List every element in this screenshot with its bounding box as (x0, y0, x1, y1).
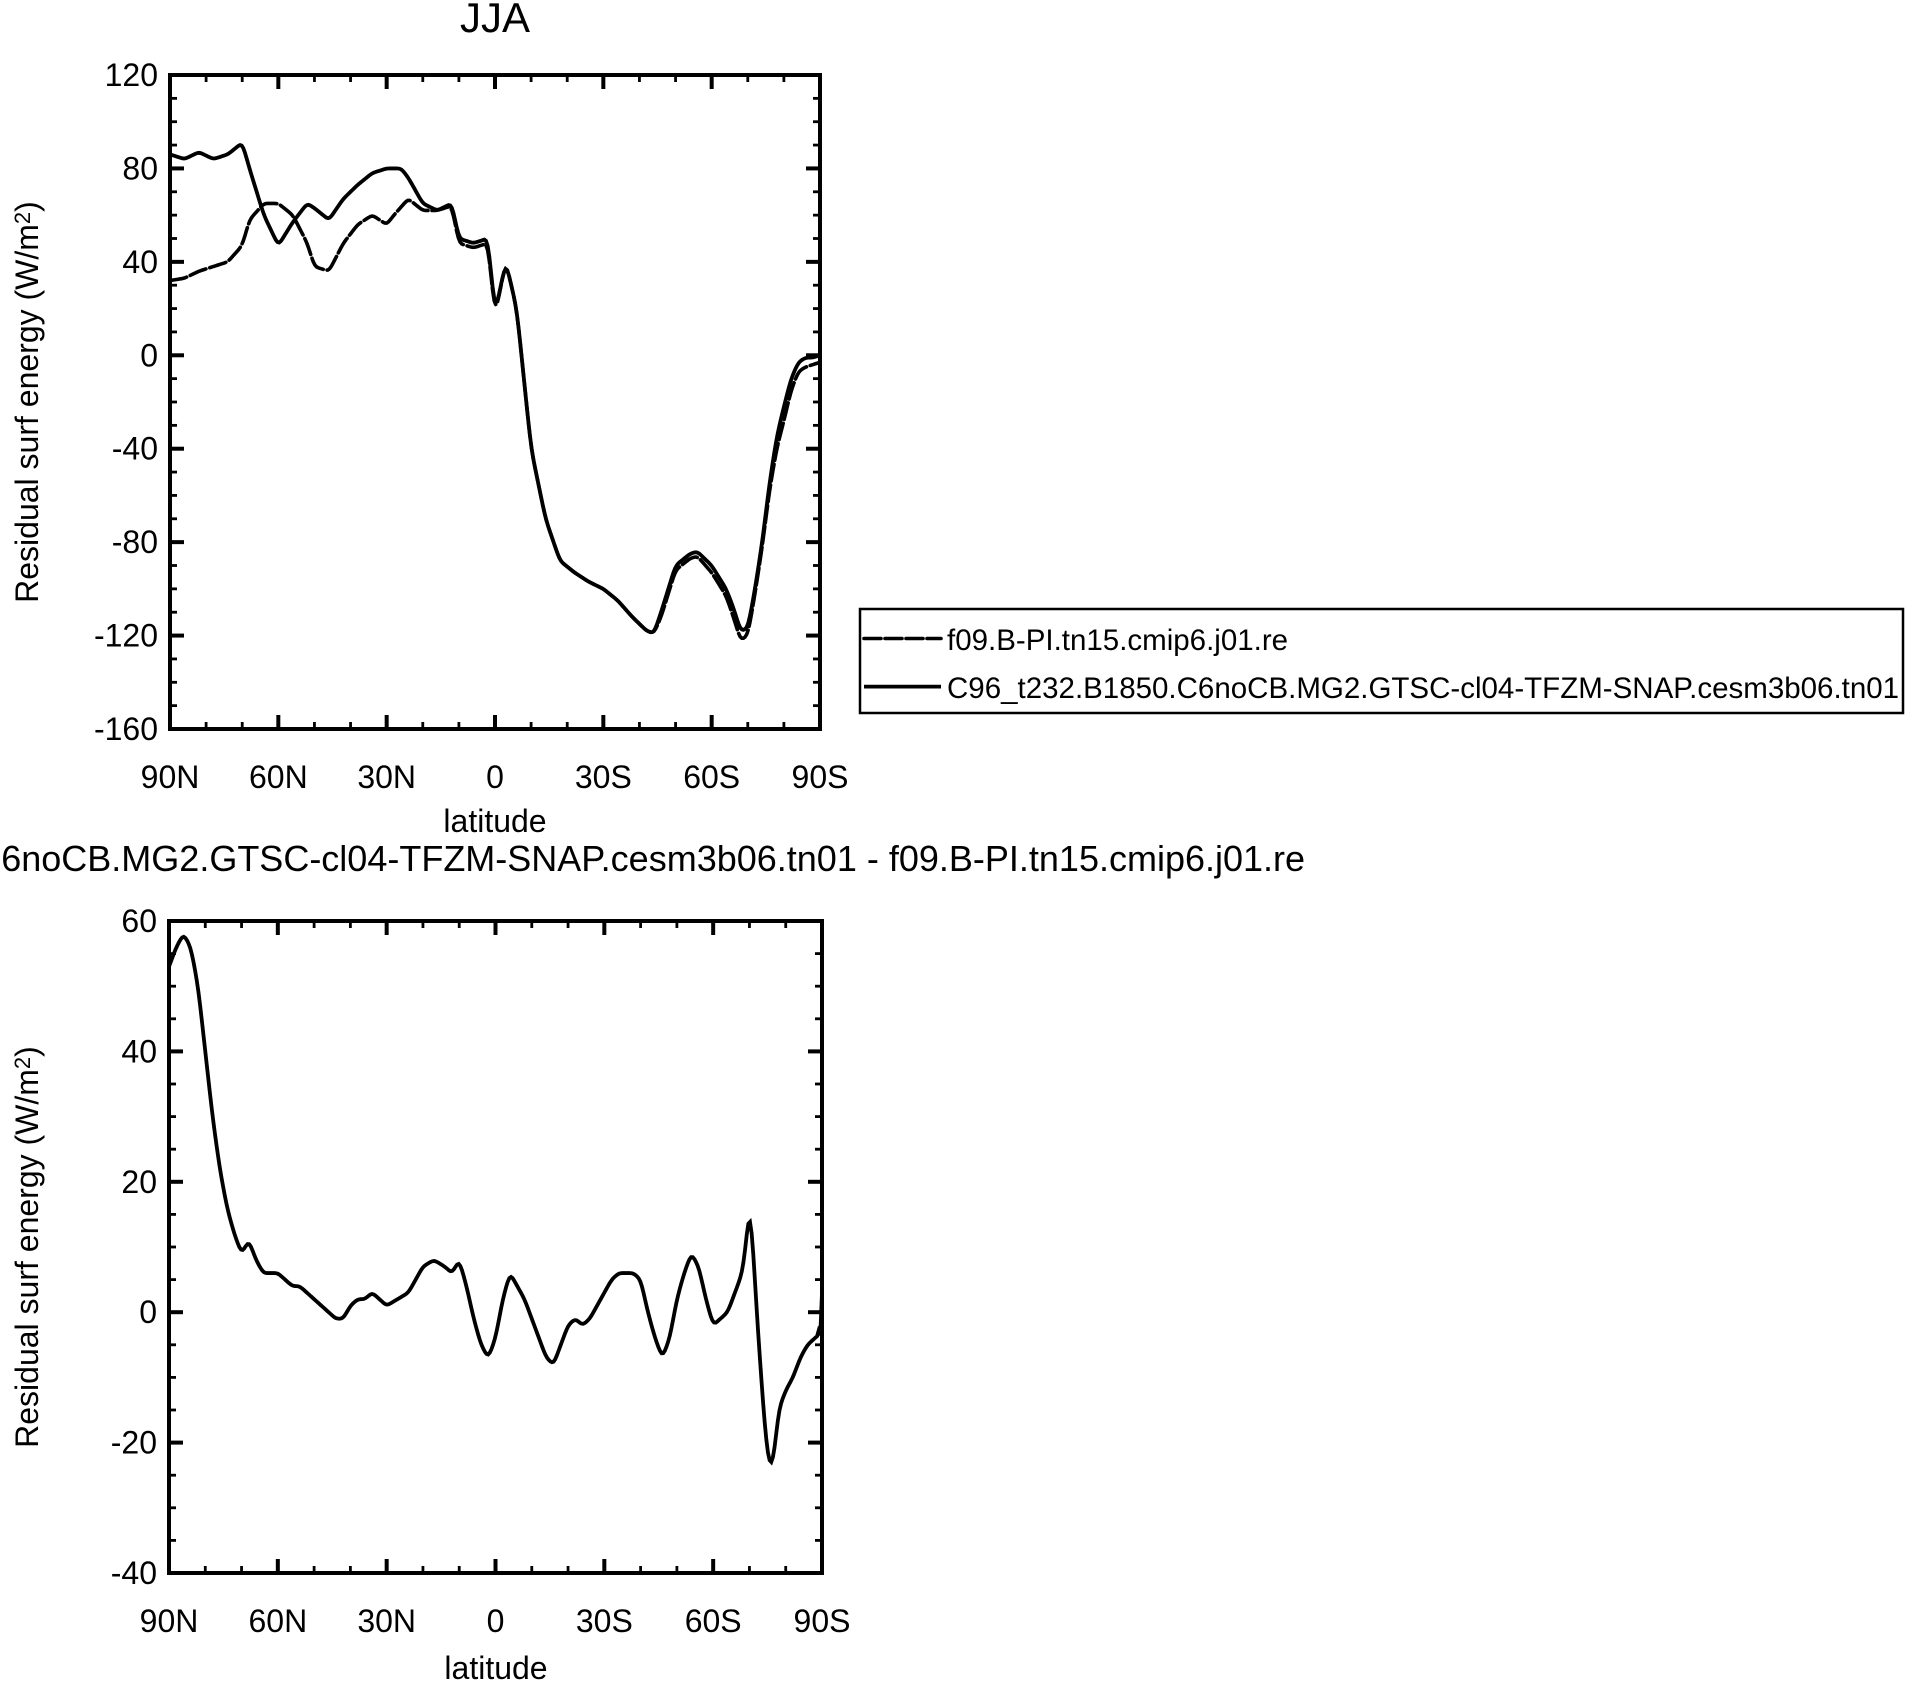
svg-text:90N: 90N (140, 1603, 199, 1639)
svg-text:0: 0 (140, 337, 158, 373)
svg-text:20: 20 (121, 1164, 157, 1200)
svg-text:-40: -40 (111, 1555, 157, 1591)
svg-text:f09.B-PI.tn15.cmip6.j01.re: f09.B-PI.tn15.cmip6.j01.re (947, 624, 1288, 657)
svg-text:60N: 60N (249, 759, 308, 795)
svg-text:40: 40 (121, 1033, 157, 1069)
svg-text:120: 120 (105, 57, 158, 93)
svg-text:Residual surf energy (W/m2): Residual surf energy (W/m2) (9, 1046, 45, 1448)
svg-text:30N: 30N (357, 1603, 416, 1639)
svg-text:Residual surf energy (W/m2): Residual surf energy (W/m2) (9, 201, 45, 603)
svg-text:C96_t232.B1850.C6noCB.MG2.GTSC: C96_t232.B1850.C6noCB.MG2.GTSC-cl04-TFZM… (947, 672, 1899, 705)
svg-text:30S: 30S (576, 1603, 633, 1639)
svg-text:-40: -40 (112, 431, 158, 467)
svg-text:90S: 90S (792, 759, 849, 795)
svg-text:C96_t232.B1850.C6noCB.MG2.GTSC: C96_t232.B1850.C6noCB.MG2.GTSC-cl04-TFZM… (0, 838, 1305, 879)
svg-text:0: 0 (487, 1603, 505, 1639)
svg-text:-120: -120 (94, 618, 158, 654)
svg-text:60S: 60S (685, 1603, 742, 1639)
svg-text:60S: 60S (683, 759, 740, 795)
svg-text:-160: -160 (94, 711, 158, 747)
svg-text:-80: -80 (112, 524, 158, 560)
svg-text:90S: 90S (794, 1603, 851, 1639)
svg-text:-20: -20 (111, 1425, 157, 1461)
svg-text:60: 60 (121, 903, 157, 939)
svg-text:JJA: JJA (460, 0, 530, 41)
svg-text:80: 80 (122, 150, 158, 186)
svg-text:latitude: latitude (444, 1650, 547, 1686)
svg-text:90N: 90N (141, 759, 200, 795)
svg-text:30S: 30S (575, 759, 632, 795)
svg-text:0: 0 (486, 759, 504, 795)
svg-text:30N: 30N (357, 759, 416, 795)
svg-text:60N: 60N (248, 1603, 307, 1639)
svg-text:40: 40 (122, 244, 158, 280)
svg-text:0: 0 (139, 1294, 157, 1330)
svg-text:latitude: latitude (443, 803, 546, 839)
